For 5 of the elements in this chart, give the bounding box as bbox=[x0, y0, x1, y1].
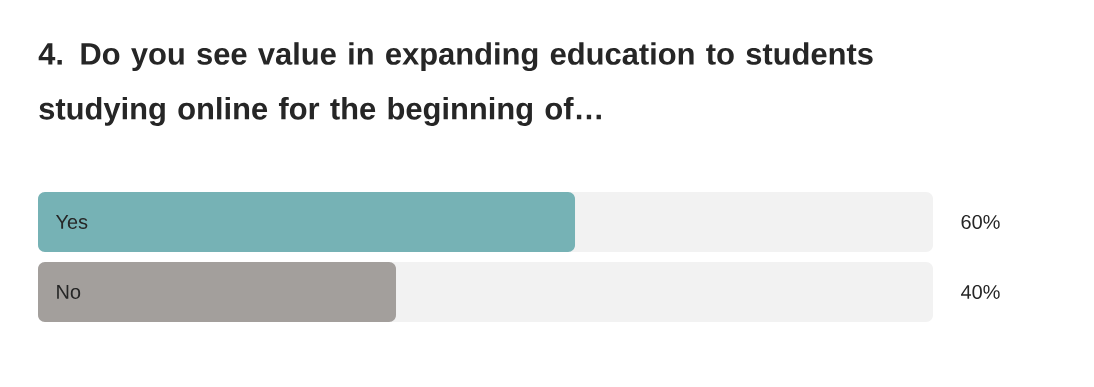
chart-title: 4. Do you see value in expanding education to students studying online for the beginning of… bbox=[38, 42, 873, 126]
data-label: 60% bbox=[961, 214, 1000, 230]
y-tick-label: No bbox=[57, 285, 81, 299]
y-tick-label: Yes bbox=[55, 215, 88, 229]
data-label: 40% bbox=[960, 284, 1000, 300]
